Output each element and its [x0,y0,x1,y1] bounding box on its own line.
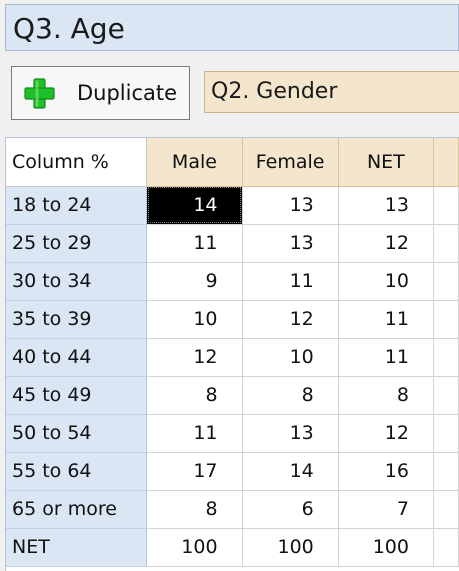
table-cell[interactable]: 11 [338,300,433,338]
table-cell[interactable]: 12 [338,414,433,452]
table-cell-overflow [433,490,458,528]
table-row: 55 to 64 17 14 16 [6,452,459,490]
table-cell-overflow [433,528,458,566]
table-cell-overflow [433,262,458,300]
table-cell[interactable]: 10 [242,338,338,376]
table-cell[interactable]: 14 [242,452,338,490]
table-cell[interactable]: 8 [147,376,242,414]
green-plus-icon [24,78,55,109]
row-header[interactable]: 65 or more [6,490,147,528]
table-row: 30 to 34 9 11 10 [6,262,459,300]
table-cell[interactable]: 10 [338,262,433,300]
duplicate-button[interactable]: Duplicate [11,66,190,120]
table-row: 35 to 39 10 12 11 [6,300,459,338]
header-row: Column % Male Female NET [6,138,459,186]
table-cell[interactable]: 16 [338,452,433,490]
table-cell-overflow [433,376,458,414]
column-header-female[interactable]: Female [242,138,338,186]
table-row: 45 to 49 8 8 8 [6,376,459,414]
table-cell[interactable]: 13 [242,414,338,452]
row-header[interactable]: 35 to 39 [6,300,147,338]
column-header-male[interactable]: Male [147,138,242,186]
table-cell-overflow [433,224,458,262]
table-cell[interactable]: 13 [242,224,338,262]
table-cell[interactable]: 11 [147,414,242,452]
table-row: 65 or more 8 6 7 [6,490,459,528]
table-cell[interactable]: 9 [147,262,242,300]
table-row: 40 to 44 12 10 11 [6,338,459,376]
table-cell-overflow [433,186,458,224]
table-cell[interactable]: 13 [338,186,433,224]
corner-label: Column % [6,138,147,186]
column-variable-selector[interactable]: Q2. Gender [204,71,459,113]
table-cell[interactable]: 8 [338,376,433,414]
column-header-overflow [433,138,458,186]
table-cell[interactable]: 100 [338,528,433,566]
table-cell[interactable]: 11 [242,262,338,300]
table-cell-overflow [433,300,458,338]
row-header[interactable]: NET [6,528,147,566]
table-cell[interactable]: 11 [147,224,242,262]
table-title-bar[interactable]: Q3. Age [5,4,459,51]
table-cell[interactable]: 12 [338,224,433,262]
duplicate-label: Duplicate [77,81,177,105]
table-cell[interactable]: 8 [242,376,338,414]
table-cell-overflow [433,452,458,490]
table-row: 50 to 54 11 13 12 [6,414,459,452]
table-cell[interactable]: 100 [242,528,338,566]
table-cell[interactable]: 13 [242,186,338,224]
table-cell[interactable]: 17 [147,452,242,490]
table-cell[interactable]: 7 [338,490,433,528]
row-header[interactable]: 55 to 64 [6,452,147,490]
row-header[interactable]: 25 to 29 [6,224,147,262]
table-cell[interactable]: 100 [147,528,242,566]
table-cell[interactable]: 14 [147,186,242,224]
table-title: Q3. Age [13,12,125,45]
crosstab-grid[interactable]: Column % Male Female NET 18 to 24 14 13 … [5,137,459,571]
table-cell-overflow [433,338,458,376]
row-header[interactable]: 18 to 24 [6,186,147,224]
row-header[interactable]: 45 to 49 [6,376,147,414]
row-header[interactable]: 40 to 44 [6,338,147,376]
table-row: 18 to 24 14 13 13 [6,186,459,224]
table-cell[interactable]: 10 [147,300,242,338]
table-cell[interactable]: 12 [242,300,338,338]
table-row: 25 to 29 11 13 12 [6,224,459,262]
table-cell[interactable]: 11 [338,338,433,376]
row-header[interactable]: 30 to 34 [6,262,147,300]
crosstab-table: Column % Male Female NET 18 to 24 14 13 … [6,138,459,567]
column-variable-label: Q2. Gender [211,79,337,104]
column-header-net[interactable]: NET [338,138,433,186]
table-cell[interactable]: 8 [147,490,242,528]
table-cell[interactable]: 6 [242,490,338,528]
table-cell-overflow [433,414,458,452]
table-cell[interactable]: 12 [147,338,242,376]
row-header[interactable]: 50 to 54 [6,414,147,452]
table-row-net: NET 100 100 100 [6,528,459,566]
